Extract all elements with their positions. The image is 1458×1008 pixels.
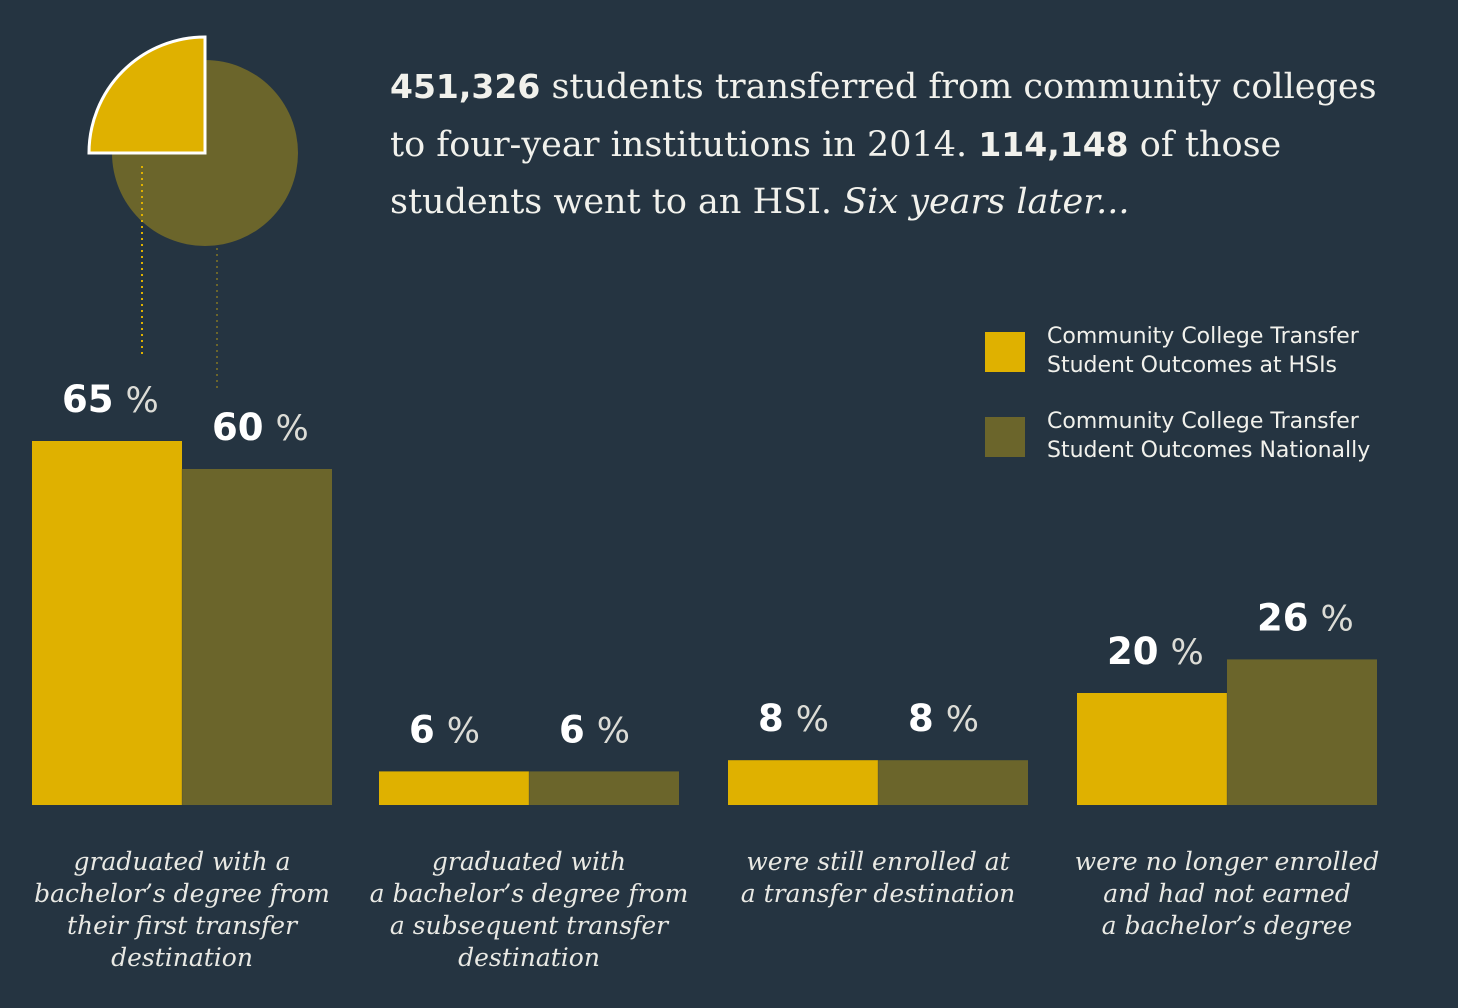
bar-plot xyxy=(32,441,1377,805)
pie-highlight-slice xyxy=(87,35,207,155)
headline-italic: Six years later... xyxy=(843,182,1130,222)
data-label-hsi-1: 65% xyxy=(62,378,159,421)
bar-hsi-2 xyxy=(379,771,529,805)
legend-label-national: Community College Transfer Student Outco… xyxy=(1047,409,1371,463)
headline-stat-transfers: 451,326 xyxy=(390,67,541,106)
legend-label-hsi: Community College Transfer Student Outco… xyxy=(1047,324,1359,378)
bar-hsi-3 xyxy=(728,760,878,805)
legend-swatch-national xyxy=(985,417,1025,457)
data-label-national-3: 8% xyxy=(908,697,979,740)
data-label-national-2: 6% xyxy=(559,708,630,751)
category-caption-not-enrolled: were no longer enrolled and had not earn… xyxy=(1074,847,1380,940)
data-label-national-4: 26% xyxy=(1257,596,1354,639)
headline: 451,326 students transferred from commun… xyxy=(390,58,1410,231)
bar-national-2 xyxy=(529,771,679,805)
pie-connectors xyxy=(141,166,218,388)
bar-national-1 xyxy=(182,469,332,805)
category-caption-still-enrolled: were still enrolled at a transfer destin… xyxy=(740,847,1016,908)
data-labels: 65 % 6% 8 % 20 % 60 % 6% 8 % 26% xyxy=(62,378,1354,751)
data-label-hsi-2: 6% xyxy=(409,708,480,751)
headline-text-2: of those students went to an HSI. xyxy=(390,125,1282,222)
category-caption-subsequent-transfer: graduated with a bachelor’s degree from … xyxy=(369,847,689,972)
category-caption-first-transfer: graduated with a bachelor’s degree from … xyxy=(34,847,330,972)
bar-national-3 xyxy=(878,760,1028,805)
bar-hsi-4 xyxy=(1077,693,1227,805)
headline-text-1: students transferred from community coll… xyxy=(390,67,1377,165)
bar-national-4 xyxy=(1227,659,1377,805)
data-label-hsi-4: 20% xyxy=(1107,630,1204,673)
data-label-hsi-3: 8% xyxy=(758,697,829,740)
pie-icon xyxy=(87,35,298,246)
headline-stat-hsi: 114,148 xyxy=(978,125,1129,164)
bar-hsi-1 xyxy=(32,441,182,805)
legend-swatch-hsi xyxy=(985,332,1025,372)
data-label-national-1: 60% xyxy=(212,406,309,449)
